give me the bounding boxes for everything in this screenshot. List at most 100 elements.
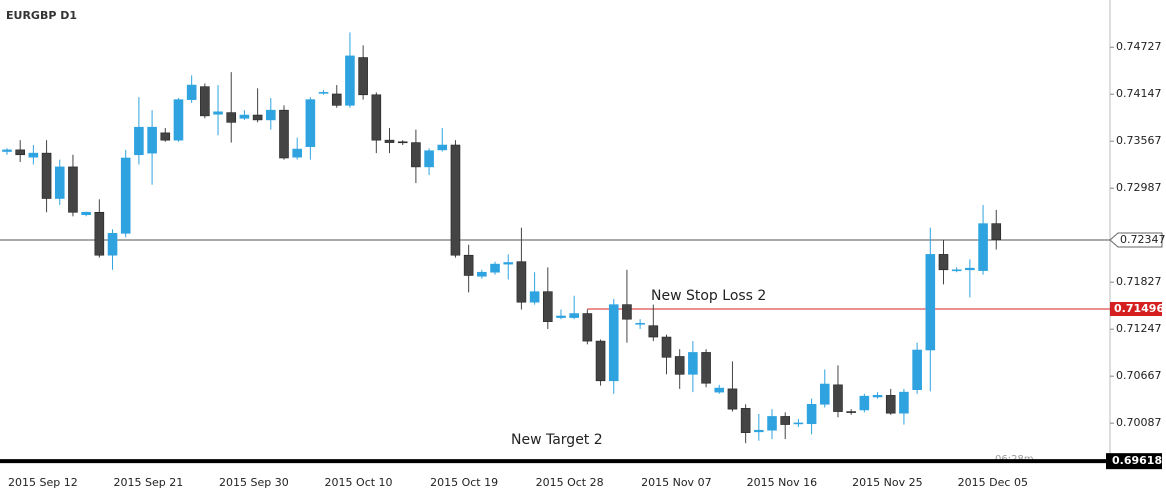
x-tick-label: 2015 Nov 25 bbox=[852, 476, 922, 489]
price-label: 0.72347 bbox=[1120, 233, 1166, 246]
candle-body bbox=[437, 144, 448, 151]
candle-body bbox=[28, 152, 39, 158]
candle-body bbox=[239, 114, 250, 119]
candle-body bbox=[186, 84, 197, 100]
candle-body bbox=[305, 99, 316, 147]
x-tick-label: 2015 Nov 07 bbox=[641, 476, 711, 489]
candle-body bbox=[120, 157, 131, 234]
candle-body bbox=[41, 152, 52, 199]
candle-body bbox=[81, 211, 91, 216]
candle-body bbox=[569, 313, 579, 318]
candle-body bbox=[674, 356, 685, 375]
candle-body bbox=[582, 313, 593, 342]
candle-body bbox=[477, 271, 487, 277]
chart-title: EURGBP D1 bbox=[6, 9, 77, 22]
candle-body bbox=[912, 349, 922, 391]
candle-body bbox=[622, 304, 632, 320]
candle-body bbox=[793, 422, 804, 425]
candle-body bbox=[542, 291, 553, 322]
candle-body bbox=[516, 261, 527, 303]
x-tick-label: 2015 Nov 16 bbox=[747, 476, 817, 489]
candle-body bbox=[411, 142, 421, 168]
candle-body bbox=[54, 166, 65, 199]
candle-body bbox=[688, 352, 698, 375]
candle-body bbox=[556, 315, 566, 318]
candle-body bbox=[529, 291, 540, 303]
candle-body bbox=[345, 55, 355, 106]
candle-body bbox=[925, 254, 936, 351]
candle-body bbox=[200, 86, 210, 117]
candle-body bbox=[160, 132, 171, 141]
candle-body bbox=[68, 166, 78, 213]
y-tick-label: 0.74147 bbox=[1116, 87, 1162, 100]
candle-body bbox=[806, 403, 817, 425]
y-tick-label: 0.71247 bbox=[1116, 322, 1162, 335]
annotation: New Stop Loss 2 bbox=[651, 288, 766, 304]
x-tick-label: 2015 Sep 12 bbox=[8, 476, 78, 489]
y-tick-label: 0.74727 bbox=[1116, 40, 1162, 53]
candle-body bbox=[384, 139, 395, 143]
candle-body bbox=[859, 395, 870, 411]
candle-body bbox=[899, 391, 909, 414]
annotation: New Target 2 bbox=[511, 432, 603, 448]
candle-body bbox=[134, 126, 144, 156]
candle-body bbox=[292, 148, 302, 158]
y-tick-label: 0.71827 bbox=[1116, 275, 1162, 288]
x-tick-label: 2015 Dec 05 bbox=[958, 476, 1028, 489]
candle-body bbox=[885, 395, 896, 414]
candle-body bbox=[635, 322, 645, 325]
x-tick-label: 2015 Oct 28 bbox=[536, 476, 604, 489]
y-tick-label: 0.72987 bbox=[1116, 181, 1162, 194]
candle-body bbox=[147, 126, 157, 154]
candle-body bbox=[94, 211, 105, 256]
stop-label: 0.71496 bbox=[1114, 302, 1164, 315]
candle-body bbox=[872, 395, 883, 398]
candle-body bbox=[846, 411, 856, 413]
candle-body bbox=[252, 114, 263, 121]
candle-body bbox=[371, 94, 382, 141]
candle-body bbox=[951, 269, 962, 272]
bottom-label: 0.69618 bbox=[1112, 454, 1162, 467]
candle-body bbox=[965, 267, 975, 271]
candle-body bbox=[701, 352, 711, 384]
candle-body bbox=[833, 384, 843, 412]
candle-body bbox=[714, 387, 725, 393]
candle-body bbox=[991, 223, 1002, 241]
bottom-label-box bbox=[1106, 453, 1162, 470]
candle-body bbox=[173, 99, 184, 141]
candle-body bbox=[819, 383, 830, 405]
candle-body bbox=[767, 416, 777, 431]
x-tick-label: 2015 Oct 10 bbox=[325, 476, 393, 489]
candle-body bbox=[358, 57, 368, 96]
candle-body bbox=[661, 336, 672, 358]
candle-body bbox=[608, 304, 619, 382]
candle-body bbox=[727, 388, 738, 410]
y-tick-label: 0.70667 bbox=[1116, 369, 1162, 382]
candle-body bbox=[648, 325, 659, 338]
candle-body bbox=[2, 149, 12, 152]
candle-body bbox=[265, 109, 276, 121]
candle-body bbox=[226, 112, 237, 123]
candle-body bbox=[424, 150, 434, 168]
candle-body bbox=[490, 263, 500, 273]
candle-body bbox=[331, 93, 342, 106]
candle-body bbox=[213, 111, 223, 115]
candle-body bbox=[279, 109, 289, 159]
candle-body bbox=[503, 262, 514, 265]
candle-body bbox=[938, 254, 949, 271]
y-tick-label: 0.73567 bbox=[1116, 134, 1162, 147]
x-tick-label: 2015 Sep 21 bbox=[114, 476, 184, 489]
y-tick-label: 0.70087 bbox=[1116, 416, 1162, 429]
candle-body bbox=[754, 429, 764, 433]
candle-body bbox=[740, 408, 751, 433]
candle-body bbox=[107, 233, 118, 256]
candle-body bbox=[463, 254, 474, 276]
stop-label-box bbox=[1110, 302, 1162, 317]
candle-body bbox=[780, 416, 791, 425]
candle-body bbox=[397, 141, 408, 144]
price-label-box bbox=[1109, 232, 1163, 248]
candle-body bbox=[595, 340, 606, 382]
candle-body bbox=[450, 144, 461, 256]
